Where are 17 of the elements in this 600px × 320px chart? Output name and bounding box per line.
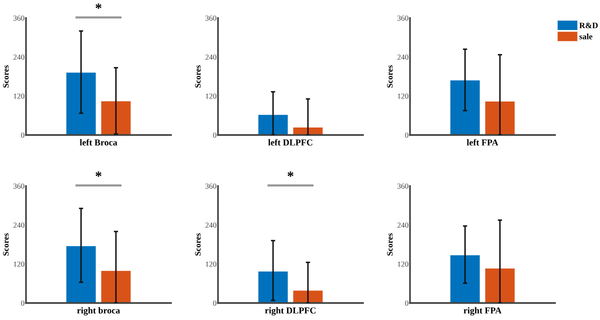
text: * bbox=[288, 172, 294, 177]
x-tick-label: left Broca bbox=[80, 139, 118, 146]
text: * bbox=[96, 4, 102, 9]
y-axis-title: Scores bbox=[195, 65, 201, 88]
y-axis-title: Scores bbox=[387, 65, 393, 88]
x-tick-label: right DLPFC bbox=[265, 307, 316, 316]
x-tick-label: right FPA bbox=[464, 307, 502, 316]
legend-label: R&D bbox=[579, 22, 598, 28]
x-tick-label: left DLPFC bbox=[268, 139, 312, 146]
y-axis-title: Scores bbox=[195, 233, 201, 256]
y-axis-title: Scores bbox=[3, 233, 9, 256]
legend-label: sale bbox=[579, 33, 592, 40]
y-axis-title: Scores bbox=[387, 233, 393, 256]
y-axis-title: Scores bbox=[3, 65, 9, 88]
x-tick-label: left FPA bbox=[466, 139, 498, 146]
x-tick-label: right broca bbox=[77, 307, 120, 316]
text: * bbox=[96, 172, 102, 177]
